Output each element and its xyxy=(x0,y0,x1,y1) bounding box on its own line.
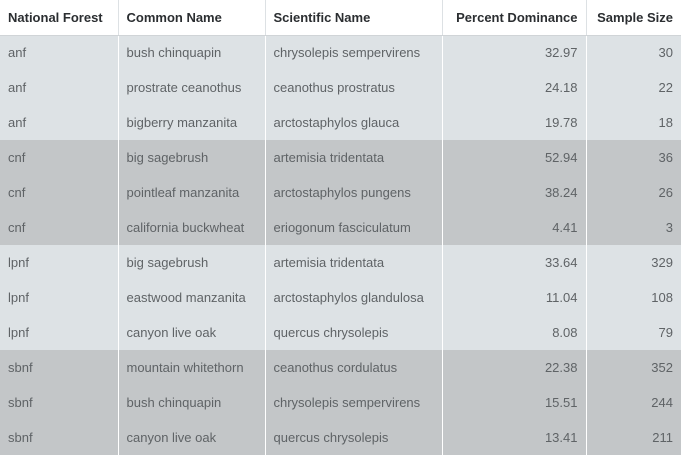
cell-percent-dominance: 33.64 xyxy=(442,245,587,280)
cell-scientific-name: arctostaphylos glauca xyxy=(265,105,443,140)
cell-national-forest: cnf xyxy=(0,210,119,245)
cell-common-name: big sagebrush xyxy=(118,245,266,280)
table-row: anf bush chinquapin chrysolepis sempervire… xyxy=(0,35,681,70)
cell-sample-size: 244 xyxy=(586,385,681,420)
cell-national-forest: lpnf xyxy=(0,315,119,350)
cell-national-forest: cnf xyxy=(0,140,119,175)
header-row: National Forest Common Name Scientific N… xyxy=(0,0,681,36)
cell-common-name: big sagebrush xyxy=(118,140,266,175)
cell-percent-dominance: 4.41 xyxy=(442,210,587,245)
cell-percent-dominance: 13.41 xyxy=(442,420,587,455)
cell-common-name: canyon live oak xyxy=(118,420,266,455)
cell-percent-dominance: 22.38 xyxy=(442,350,587,385)
cell-scientific-name: artemisia tridentata xyxy=(265,140,443,175)
cell-percent-dominance: 8.08 xyxy=(442,315,587,350)
table-row: anf prostrate ceanothus ceanothus prostrat… xyxy=(0,70,681,105)
cell-common-name: bigberry manzanita xyxy=(118,105,266,140)
table-body: anf bush chinquapin chrysolepis sempervire… xyxy=(0,35,681,455)
cell-percent-dominance: 19.78 xyxy=(442,105,587,140)
cell-national-forest: sbnf xyxy=(0,350,119,385)
table-row: sbnf canyon live oak quercus chrysolepis 13… xyxy=(0,420,681,455)
table-row: lpnf canyon live oak quercus chrysolepis 8.… xyxy=(0,315,681,350)
cell-scientific-name: arctostaphylos glandulosa xyxy=(265,280,443,315)
cell-national-forest: sbnf xyxy=(0,385,119,420)
table-row: sbnf mountain whitethorn ceanothus cordula… xyxy=(0,350,681,385)
cell-common-name: california buckwheat xyxy=(118,210,266,245)
header-sample-size[interactable]: Sample Size xyxy=(586,0,681,36)
cell-scientific-name: ceanothus cordulatus xyxy=(265,350,443,385)
cell-national-forest: anf xyxy=(0,70,119,105)
cell-common-name: canyon live oak xyxy=(118,315,266,350)
table-row: sbnf bush chinquapin chrysolepis sempervir… xyxy=(0,385,681,420)
cell-percent-dominance: 32.97 xyxy=(442,35,587,70)
cell-percent-dominance: 15.51 xyxy=(442,385,587,420)
table-row: anf bigberry manzanita arctostaphylos glau… xyxy=(0,105,681,140)
cell-sample-size: 211 xyxy=(586,420,681,455)
cell-sample-size: 30 xyxy=(586,35,681,70)
cell-sample-size: 329 xyxy=(586,245,681,280)
table-row: cnf pointleaf manzanita arctostaphylos pun… xyxy=(0,175,681,210)
cell-scientific-name: arctostaphylos pungens xyxy=(265,175,443,210)
header-scientific-name[interactable]: Scientific Name xyxy=(265,0,443,36)
cell-national-forest: sbnf xyxy=(0,420,119,455)
cell-common-name: mountain whitethorn xyxy=(118,350,266,385)
table-row: cnf california buckwheat eriogonum fascicu… xyxy=(0,210,681,245)
cell-sample-size: 18 xyxy=(586,105,681,140)
cell-common-name: prostrate ceanothus xyxy=(118,70,266,105)
cell-percent-dominance: 38.24 xyxy=(442,175,587,210)
cell-percent-dominance: 52.94 xyxy=(442,140,587,175)
table-header: National Forest Common Name Scientific N… xyxy=(0,0,681,36)
header-national-forest[interactable]: National Forest xyxy=(0,0,119,36)
table-row: cnf big sagebrush artemisia tridentata 52.9… xyxy=(0,140,681,175)
cell-sample-size: 79 xyxy=(586,315,681,350)
cell-common-name: eastwood manzanita xyxy=(118,280,266,315)
cell-sample-size: 352 xyxy=(586,350,681,385)
cell-common-name: bush chinquapin xyxy=(118,35,266,70)
cell-common-name: pointleaf manzanita xyxy=(118,175,266,210)
cell-national-forest: lpnf xyxy=(0,280,119,315)
cell-scientific-name: eriogonum fasciculatum xyxy=(265,210,443,245)
cell-national-forest: lpnf xyxy=(0,245,119,280)
cell-sample-size: 26 xyxy=(586,175,681,210)
cell-scientific-name: chrysolepis sempervirens xyxy=(265,385,443,420)
cell-scientific-name: artemisia tridentata xyxy=(265,245,443,280)
cell-percent-dominance: 11.04 xyxy=(442,280,587,315)
cell-scientific-name: chrysolepis sempervirens xyxy=(265,35,443,70)
cell-scientific-name: ceanothus prostratus xyxy=(265,70,443,105)
cell-sample-size: 108 xyxy=(586,280,681,315)
cell-percent-dominance: 24.18 xyxy=(442,70,587,105)
cell-sample-size: 22 xyxy=(586,70,681,105)
cell-sample-size: 3 xyxy=(586,210,681,245)
cell-scientific-name: quercus chrysolepis xyxy=(265,420,443,455)
cell-national-forest: anf xyxy=(0,105,119,140)
cell-national-forest: anf xyxy=(0,35,119,70)
header-common-name[interactable]: Common Name xyxy=(118,0,266,36)
cell-common-name: bush chinquapin xyxy=(118,385,266,420)
cell-sample-size: 36 xyxy=(586,140,681,175)
header-percent-dominance[interactable]: Percent Dominance xyxy=(442,0,587,36)
cell-scientific-name: quercus chrysolepis xyxy=(265,315,443,350)
table-row: lpnf big sagebrush artemisia tridentata 33.… xyxy=(0,245,681,280)
table-row: lpnf eastwood manzanita arctostaphylos gla… xyxy=(0,280,681,315)
cell-national-forest: cnf xyxy=(0,175,119,210)
